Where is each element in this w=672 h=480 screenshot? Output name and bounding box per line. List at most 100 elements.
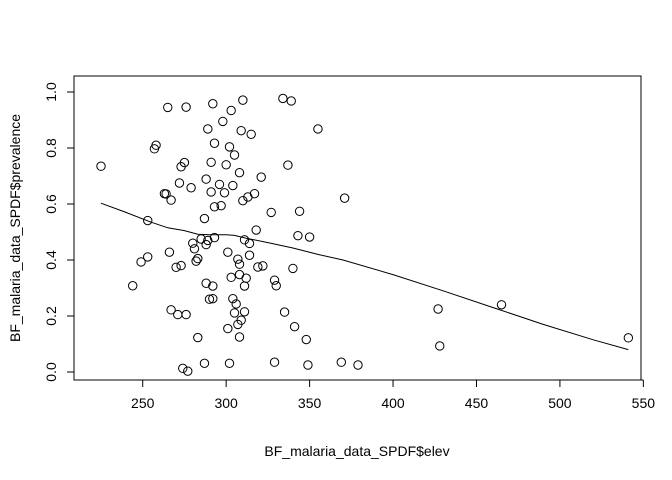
data-point <box>256 172 266 182</box>
data-point <box>239 235 250 245</box>
data-point <box>188 238 198 248</box>
data-point <box>181 309 191 320</box>
data-point <box>283 160 293 170</box>
data-point <box>174 178 185 188</box>
data-point <box>228 180 238 191</box>
x-tick-label: 500 <box>548 395 572 411</box>
data-point <box>224 358 235 369</box>
x-tick-label: 550 <box>632 395 656 411</box>
data-point <box>189 244 200 254</box>
y-axis: 0.0 0.2 0.4 0.6 0.8 1.0 <box>43 82 75 382</box>
data-point <box>186 183 196 193</box>
data-point <box>201 278 211 288</box>
data-point <box>271 281 281 291</box>
data-points <box>96 93 634 376</box>
data-point <box>96 161 106 171</box>
data-point <box>208 99 218 109</box>
y-axis-label: BF_malaria_data_SPDF$prevalence <box>7 114 23 342</box>
data-point <box>228 293 238 304</box>
data-point <box>623 333 634 343</box>
data-point <box>279 307 290 317</box>
y-tick-label: 0.0 <box>43 362 59 382</box>
x-tick-label: 350 <box>298 395 322 411</box>
data-point <box>143 252 153 262</box>
data-point <box>229 308 240 318</box>
data-point <box>231 299 241 309</box>
data-point <box>199 358 210 369</box>
data-point <box>336 357 347 367</box>
x-tick-label: 400 <box>381 395 405 411</box>
data-point <box>204 294 215 304</box>
data-point <box>199 213 210 224</box>
data-point <box>233 254 243 264</box>
data-point <box>209 202 220 212</box>
plot-frame <box>73 75 642 381</box>
data-point <box>143 215 153 226</box>
x-axis-label: BF_malaria_data_SPDF$elev <box>264 443 449 459</box>
data-point <box>171 262 181 272</box>
data-point <box>201 174 211 184</box>
data-point <box>181 102 191 112</box>
data-point <box>253 262 263 272</box>
data-point <box>203 124 213 134</box>
data-point <box>161 189 171 199</box>
data-point <box>278 93 288 104</box>
x-tick-label: 450 <box>465 395 489 411</box>
data-point <box>176 260 186 271</box>
data-point <box>239 307 250 317</box>
data-point <box>269 275 280 285</box>
data-point <box>251 225 261 235</box>
x-axis: 250 300 350 400 450 500 550 <box>131 379 656 411</box>
data-point <box>286 96 296 106</box>
data-point <box>218 116 228 127</box>
x-tick-label: 300 <box>214 395 238 411</box>
data-point <box>238 195 248 206</box>
data-point <box>209 232 220 243</box>
data-point <box>304 232 315 242</box>
data-point <box>238 95 248 105</box>
data-point <box>244 250 255 260</box>
data-point <box>216 200 226 211</box>
data-point <box>234 332 245 342</box>
y-tick-label: 1.0 <box>43 82 59 102</box>
data-point <box>234 167 245 178</box>
x-tick-label: 250 <box>131 395 155 411</box>
data-point <box>208 281 218 291</box>
data-point <box>128 281 138 291</box>
data-point <box>183 366 193 376</box>
data-point <box>221 160 231 170</box>
data-point <box>313 124 323 134</box>
data-point <box>239 281 250 291</box>
data-point <box>166 195 176 205</box>
data-point <box>229 150 240 160</box>
data-point <box>236 315 246 325</box>
y-tick-label: 0.6 <box>43 194 59 214</box>
data-point <box>223 247 233 257</box>
data-point <box>203 235 213 246</box>
data-point <box>269 357 280 367</box>
data-point <box>208 293 218 304</box>
data-point <box>224 142 235 152</box>
data-point <box>339 193 350 203</box>
data-point <box>258 261 268 271</box>
y-tick-label: 0.8 <box>43 138 59 158</box>
data-point <box>163 102 173 113</box>
data-point <box>303 360 313 370</box>
data-point <box>178 363 188 374</box>
data-point <box>173 309 183 320</box>
data-point <box>435 341 445 351</box>
data-point <box>206 157 216 167</box>
y-tick-label: 0.2 <box>43 306 59 326</box>
data-point <box>236 125 246 136</box>
data-point <box>136 257 146 267</box>
data-point <box>201 239 211 250</box>
data-point <box>249 188 260 199</box>
data-point <box>193 253 203 264</box>
data-point <box>266 207 276 218</box>
data-point <box>206 187 216 197</box>
data-point <box>433 304 443 314</box>
smoothed-trend-line <box>100 202 629 351</box>
data-point <box>288 263 298 274</box>
data-point <box>496 300 507 310</box>
